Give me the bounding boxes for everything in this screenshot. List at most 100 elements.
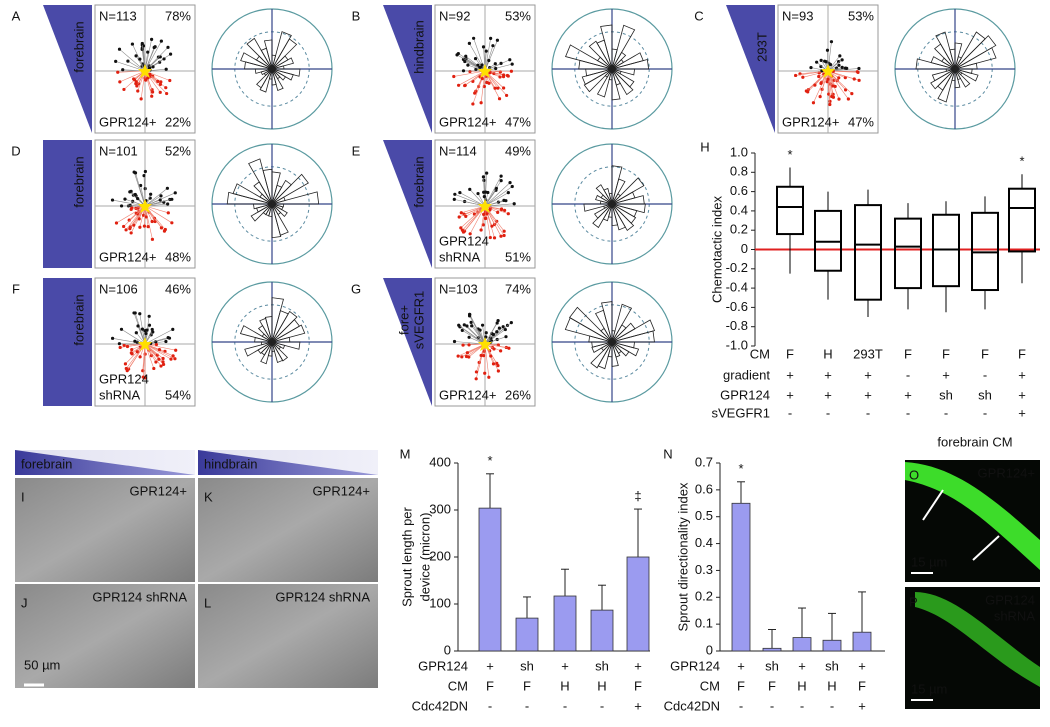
track-end [136, 89, 140, 93]
track-end [502, 73, 506, 77]
track [484, 38, 491, 72]
y-axis-label: Sprout directionality index [675, 482, 690, 631]
track-end [499, 174, 503, 178]
track-end [829, 40, 834, 44]
track-end [840, 58, 844, 62]
image-label: GPR124 shRNA [275, 589, 370, 604]
track-end [843, 66, 848, 70]
bar [515, 617, 539, 652]
rose-wedge [239, 325, 273, 343]
gradient-triangle [383, 278, 432, 406]
track-end [123, 362, 128, 366]
row-value: + [634, 698, 642, 713]
track-end [484, 49, 488, 53]
row-value: sh [520, 658, 534, 673]
track-end [508, 58, 512, 62]
row-value: + [824, 387, 832, 402]
condition-label: fore+ [396, 305, 411, 335]
track-end [142, 224, 147, 228]
track [827, 70, 831, 105]
scale-label: 15 µm [911, 554, 947, 569]
track-end [479, 101, 483, 105]
track-end [484, 190, 488, 194]
y-tick-label: 0.2 [695, 589, 713, 604]
row-value: F [1018, 346, 1026, 361]
track-end [466, 63, 470, 67]
track-end [147, 323, 152, 327]
centroid-star [138, 64, 152, 78]
track-end [481, 175, 486, 179]
track-end [118, 80, 122, 84]
track-end [158, 90, 162, 94]
track-end [164, 339, 168, 344]
track-end [469, 320, 473, 325]
track [116, 205, 146, 224]
track-end [150, 94, 154, 98]
track-end [501, 325, 505, 329]
y-tick-label: 0 [706, 642, 713, 657]
image-label: GPR124+ [978, 465, 1035, 480]
track-end [843, 88, 848, 92]
track-end [135, 350, 139, 354]
rose-wedge [565, 44, 613, 70]
track-end [495, 330, 499, 334]
row-value: H [827, 678, 836, 693]
track-end [114, 221, 119, 225]
track-end [170, 197, 174, 201]
image-label: GPR124 [985, 592, 1035, 607]
track [134, 312, 146, 345]
track-end [159, 39, 163, 43]
box [776, 185, 804, 236]
y-tick-label: 400 [429, 454, 451, 469]
y-tick-label: 200 [429, 548, 451, 563]
track-end [170, 221, 174, 225]
row-value: - [866, 405, 870, 420]
track-end [510, 62, 514, 66]
track-end [116, 70, 120, 74]
y-tick-label: 0 [444, 642, 451, 657]
track [484, 322, 512, 345]
track-end [143, 376, 147, 380]
track-end [147, 66, 152, 70]
rose-wedge [590, 341, 613, 369]
track-end [837, 60, 841, 64]
track-end [138, 225, 142, 229]
row-value: + [1018, 387, 1026, 402]
track-end [495, 361, 499, 365]
significance: * [787, 147, 792, 162]
y-tick-label: 0.3 [695, 562, 713, 577]
track-end [482, 194, 486, 199]
row-value: - [563, 698, 567, 713]
track-end [148, 72, 152, 76]
gradient-triangle [383, 140, 432, 268]
track-end [488, 71, 492, 75]
y-tick-label: -0.4 [726, 280, 748, 295]
cell-count: N=113 [99, 8, 137, 23]
track-end [473, 56, 478, 61]
track-end [482, 354, 486, 358]
image-letter: O [909, 467, 919, 482]
track-end [484, 331, 488, 335]
track-end [133, 192, 137, 197]
track-end [827, 92, 831, 96]
row-value: - [830, 698, 834, 713]
track-end [135, 212, 139, 216]
y-tick-label: -0.8 [726, 318, 748, 333]
track-end [173, 357, 177, 361]
track-end [828, 99, 832, 103]
row-value: F [523, 678, 531, 693]
track-end [169, 357, 173, 361]
track-end [138, 57, 142, 61]
condition-label: 293T [754, 32, 769, 62]
track-end [161, 362, 166, 367]
track-end [482, 178, 486, 183]
track-end [157, 357, 161, 361]
track-end [461, 343, 465, 347]
track-end [121, 68, 125, 72]
track-end [152, 366, 156, 371]
track-end [815, 60, 819, 64]
bar [590, 609, 614, 652]
track-end [166, 335, 170, 340]
track-end [483, 216, 488, 221]
